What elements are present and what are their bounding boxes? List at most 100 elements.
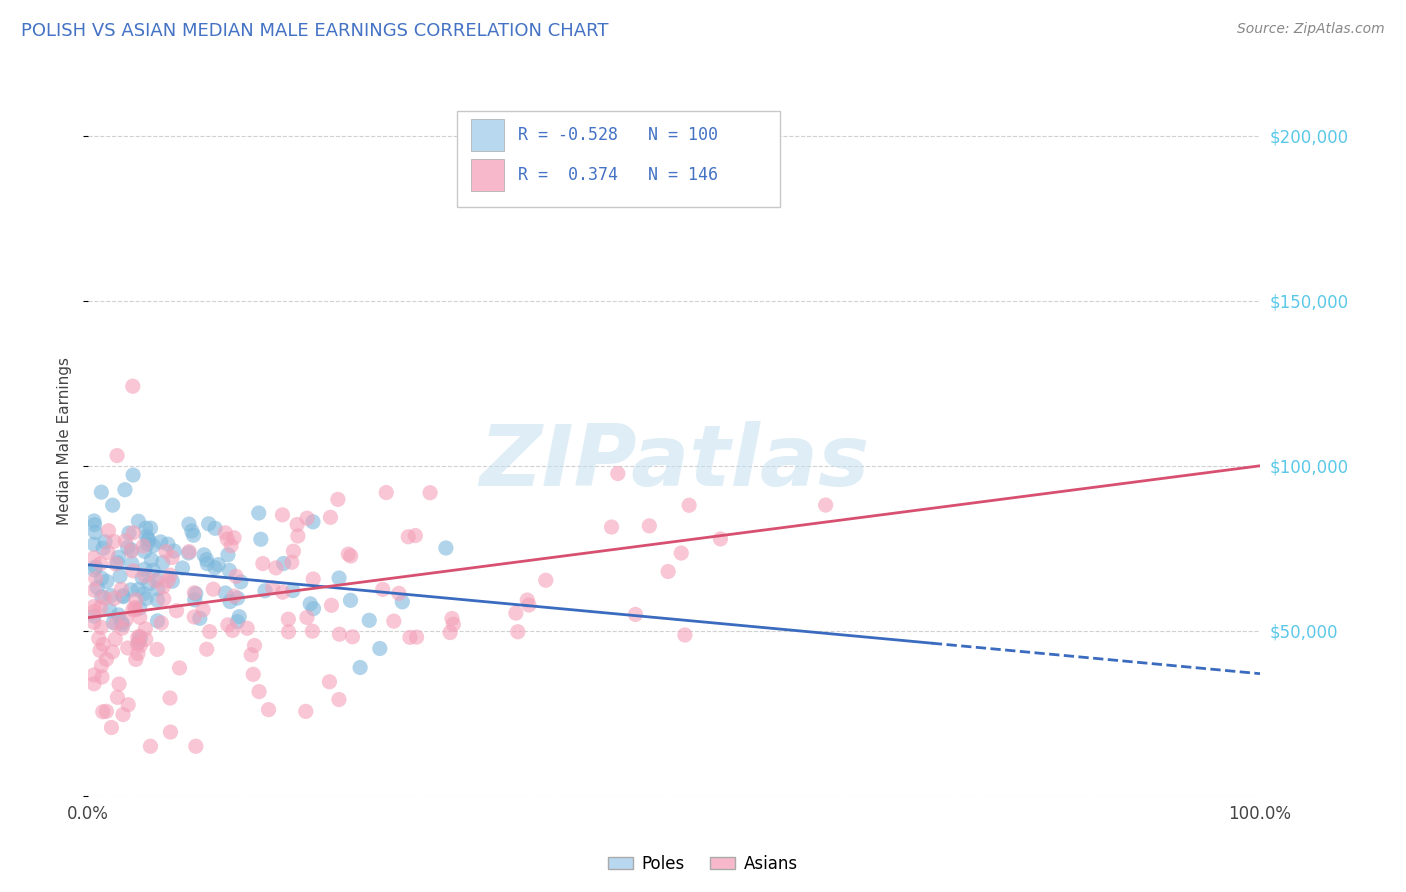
Point: [83, 563, 105, 577]
Point: [299, 597, 322, 611]
Point: [375, 485, 398, 500]
Point: [107, 690, 129, 705]
Point: [202, 582, 225, 597]
Point: [104, 557, 127, 571]
Point: [127, 637, 149, 651]
Point: [204, 560, 226, 574]
Point: [671, 546, 693, 560]
Point: [180, 524, 202, 538]
Point: [101, 645, 124, 659]
Point: [112, 707, 135, 722]
Point: [183, 586, 205, 600]
Point: [441, 617, 464, 632]
Point: [96, 574, 118, 589]
Point: [128, 610, 150, 624]
Point: [250, 533, 273, 547]
Point: [505, 606, 527, 620]
Point: [319, 510, 342, 524]
Point: [114, 533, 136, 548]
FancyBboxPatch shape: [457, 112, 779, 207]
Text: Source: ZipAtlas.com: Source: ZipAtlas.com: [1237, 22, 1385, 37]
Point: [83, 677, 105, 691]
Point: [217, 618, 239, 632]
Point: [184, 739, 207, 754]
Point: [221, 624, 243, 638]
Point: [121, 379, 143, 393]
Point: [103, 615, 125, 630]
Point: [83, 537, 105, 551]
Point: [125, 652, 148, 666]
Point: [162, 574, 184, 589]
Point: [273, 557, 295, 571]
Point: [678, 498, 700, 512]
Point: [108, 569, 131, 583]
Point: [122, 564, 145, 578]
Point: [247, 506, 270, 520]
Point: [136, 532, 159, 546]
Point: [124, 600, 146, 615]
Point: [131, 571, 153, 585]
Point: [172, 561, 194, 575]
Point: [184, 593, 207, 607]
Point: [111, 617, 134, 632]
Point: [91, 705, 114, 719]
Point: [156, 574, 179, 588]
Point: [318, 674, 340, 689]
Point: [128, 629, 150, 643]
Point: [328, 692, 350, 706]
Point: [141, 553, 163, 567]
Point: [139, 739, 162, 754]
Point: [153, 591, 176, 606]
Point: [159, 691, 181, 706]
Point: [136, 537, 159, 551]
Point: [90, 485, 112, 500]
Point: [117, 640, 139, 655]
Point: [83, 668, 105, 682]
Point: [197, 516, 219, 531]
Point: [134, 544, 156, 558]
Point: [83, 615, 105, 630]
Point: [283, 544, 305, 558]
Point: [91, 670, 114, 684]
Point: [115, 613, 138, 627]
Point: [122, 468, 145, 483]
Point: [135, 529, 157, 543]
Point: [107, 556, 129, 570]
Point: [517, 598, 540, 612]
Point: [277, 612, 299, 626]
Point: [127, 635, 149, 649]
Point: [382, 614, 405, 628]
Point: [134, 562, 156, 576]
Point: [388, 586, 411, 600]
Point: [129, 639, 152, 653]
Point: [120, 544, 142, 558]
Point: [146, 614, 169, 628]
Point: [673, 628, 696, 642]
Point: [98, 603, 121, 617]
Point: [281, 583, 304, 598]
Point: [90, 571, 112, 585]
Point: [83, 514, 105, 528]
Point: [217, 548, 239, 562]
Point: [97, 545, 120, 559]
Point: [145, 574, 167, 588]
Point: [534, 574, 557, 588]
Point: [281, 555, 304, 569]
Point: [159, 568, 181, 582]
Point: [214, 525, 236, 540]
Point: [195, 642, 218, 657]
Point: [83, 550, 105, 565]
Point: [124, 603, 146, 617]
Point: [638, 519, 661, 533]
Point: [264, 561, 287, 575]
Point: [342, 630, 364, 644]
Point: [146, 582, 169, 596]
Point: [127, 582, 149, 597]
Point: [91, 541, 114, 556]
Point: [110, 582, 132, 597]
FancyBboxPatch shape: [471, 159, 505, 191]
Point: [127, 647, 149, 661]
Point: [271, 585, 294, 599]
Point: [104, 616, 127, 631]
Y-axis label: Median Male Earnings: Median Male Earnings: [58, 357, 72, 525]
